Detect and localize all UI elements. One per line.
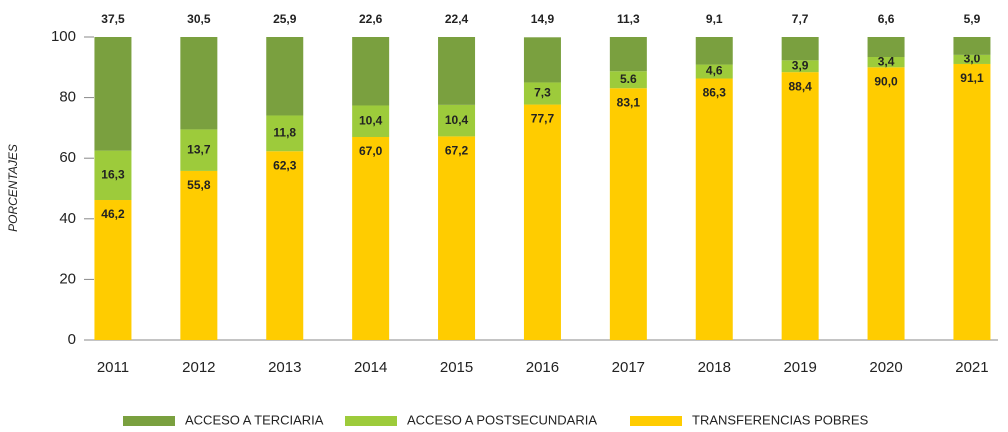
value-label: 55,8 — [187, 178, 211, 192]
y-tick-label: 60 — [59, 149, 76, 166]
bar-segment — [523, 82, 561, 105]
bar-segment — [94, 37, 132, 151]
value-label: 62,3 — [273, 158, 297, 172]
value-label: 7,3 — [534, 86, 551, 100]
y-tick-label: 0 — [68, 331, 76, 348]
y-axis-label: PORCENTAJES — [6, 144, 20, 232]
bar-segment — [695, 37, 733, 65]
bar-segment — [523, 37, 561, 83]
value-label: 3,4 — [878, 54, 895, 68]
value-label: 67,2 — [445, 144, 469, 158]
bar-segment — [180, 129, 218, 171]
value-label: 5.6 — [620, 72, 637, 86]
bar-segment — [266, 37, 304, 116]
value-label: 90,0 — [874, 74, 898, 88]
bar-segment — [867, 67, 905, 341]
bar-segment — [352, 136, 390, 340]
x-tick-label: 2017 — [612, 359, 645, 376]
value-label: 4,6 — [706, 64, 723, 78]
bar-segment — [94, 150, 132, 201]
bar-segment — [695, 78, 733, 341]
x-tick-label: 2020 — [869, 359, 902, 376]
bar-segment — [781, 72, 819, 340]
y-tick-label: 100 — [51, 28, 76, 45]
legend-swatch — [123, 416, 175, 426]
x-tick-label: 2018 — [698, 359, 731, 376]
value-label: 22,6 — [359, 12, 383, 26]
x-tick-label: 2013 — [268, 359, 301, 376]
x-tick-label: 2016 — [526, 359, 559, 376]
bar-segment — [953, 63, 991, 340]
bar-segment — [94, 200, 132, 340]
value-label: 9,1 — [706, 12, 723, 26]
bar-segment — [352, 105, 390, 137]
value-label: 25,9 — [273, 12, 297, 26]
bar-segment — [523, 104, 561, 340]
x-tick-label: 2014 — [354, 359, 387, 376]
bar-segment — [438, 37, 476, 105]
bar-segment — [867, 56, 905, 68]
value-label: 7,7 — [792, 12, 809, 26]
legend-swatch — [345, 416, 397, 426]
y-tick-label: 40 — [59, 210, 76, 227]
bar-segment — [266, 115, 304, 152]
y-tick-label: 80 — [59, 89, 76, 106]
value-label: 5,9 — [964, 12, 981, 26]
bar-segment — [180, 170, 218, 340]
value-label: 14,9 — [531, 12, 555, 26]
bar-segment — [266, 151, 304, 340]
x-tick-label: 2015 — [440, 359, 473, 376]
value-label: 88,4 — [788, 79, 812, 93]
value-label: 22,4 — [445, 12, 469, 26]
value-label: 10,4 — [359, 113, 383, 127]
legend-label: ACCESO A POSTSECUNDARIA — [407, 412, 597, 427]
value-label: 91,1 — [960, 71, 984, 85]
value-label: 67,0 — [359, 144, 383, 158]
bar-segment — [609, 71, 647, 89]
legend-swatch — [630, 416, 682, 426]
value-label: 86,3 — [703, 86, 727, 100]
value-label: 83,1 — [617, 95, 641, 109]
x-tick-label: 2012 — [182, 359, 215, 376]
value-label: 77,7 — [531, 112, 555, 126]
bar-segment — [781, 37, 819, 61]
bar-segment — [953, 54, 991, 64]
value-label: 6,6 — [878, 12, 895, 26]
x-tick-label: 2019 — [783, 359, 816, 376]
legend-label: TRANSFERENCIAS POBRES — [692, 412, 869, 427]
value-label: 11,3 — [617, 12, 640, 26]
value-label: 16,3 — [101, 167, 125, 181]
bar-segment — [352, 37, 390, 106]
value-label: 30,5 — [187, 12, 211, 26]
bar-segment — [781, 60, 819, 73]
bar-segment — [609, 88, 647, 340]
value-label: 3,0 — [964, 52, 981, 66]
x-tick-label: 2011 — [97, 359, 129, 376]
bar-segment — [953, 37, 991, 55]
bar-segment — [609, 37, 647, 72]
bar-segment — [438, 104, 476, 137]
x-tick-label: 2021 — [955, 359, 988, 376]
value-label: 10,4 — [445, 113, 469, 127]
value-label: 37,5 — [101, 12, 125, 26]
y-tick-label: 20 — [59, 270, 76, 287]
bar-segment — [867, 37, 905, 57]
bar-segment — [180, 37, 218, 130]
value-label: 3,9 — [792, 58, 809, 72]
bar-segment — [695, 64, 733, 79]
value-label: 13,7 — [187, 142, 211, 156]
legend-label: ACCESO A TERCIARIA — [185, 412, 324, 427]
bar-segment — [438, 136, 476, 340]
value-label: 46,2 — [101, 207, 125, 221]
value-label: 11,8 — [273, 126, 296, 140]
